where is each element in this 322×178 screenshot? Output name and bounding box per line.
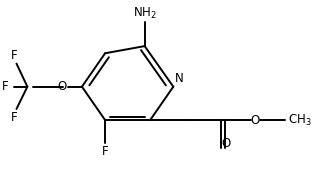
Text: O: O [251,114,260,127]
Text: F: F [2,80,8,93]
Text: F: F [10,111,17,124]
Text: N: N [175,72,184,85]
Text: O: O [221,137,230,150]
Text: F: F [102,145,109,158]
Text: NH$_2$: NH$_2$ [133,6,156,21]
Text: F: F [10,49,17,62]
Text: O: O [58,80,67,93]
Text: CH$_3$: CH$_3$ [288,112,312,128]
